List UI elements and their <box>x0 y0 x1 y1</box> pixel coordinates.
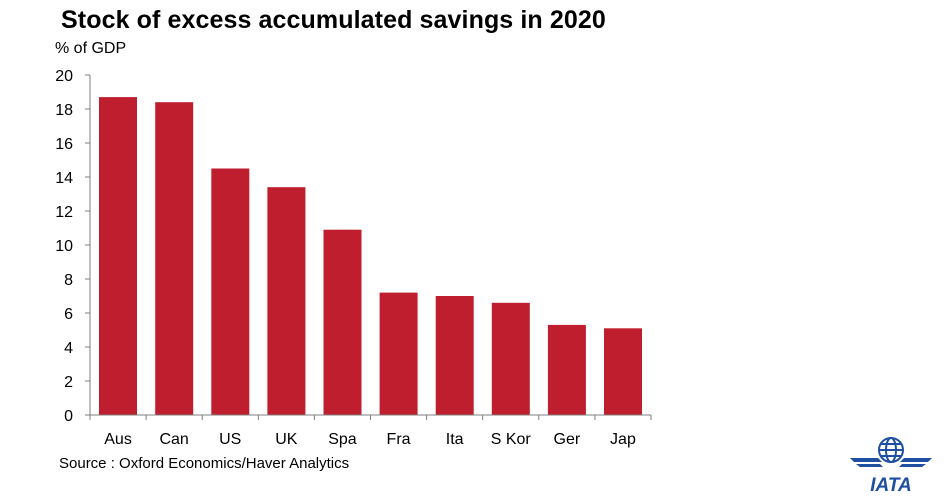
y-tick-label: 4 <box>64 340 73 357</box>
y-axis-label: % of GDP <box>55 40 127 57</box>
y-tick-label: 2 <box>64 374 73 391</box>
x-tick-label: S Kor <box>491 431 532 448</box>
bar-spa <box>323 229 362 415</box>
y-tick-label: 18 <box>55 102 73 119</box>
x-tick-label: Can <box>159 431 188 448</box>
bar-aus <box>99 97 137 415</box>
bar-fra <box>379 292 418 415</box>
source-note: Source : Oxford Economics/Haver Analytic… <box>59 455 350 472</box>
y-tick-label: 12 <box>55 204 73 221</box>
x-tick-label: Ita <box>446 431 464 448</box>
bar-us <box>211 168 250 415</box>
iata-logo-text: IATA <box>870 475 912 494</box>
y-tick-label: 0 <box>64 408 73 425</box>
bar-jap <box>604 328 642 415</box>
x-tick-label: Spa <box>328 431 357 448</box>
y-tick-label: 14 <box>55 170 73 187</box>
x-tick-label: US <box>219 431 241 448</box>
bar-s-kor <box>491 302 530 415</box>
y-tick-label: 6 <box>64 306 73 323</box>
x-tick-label: Aus <box>104 431 132 448</box>
bar-can <box>155 102 194 415</box>
bar-ger <box>547 324 586 415</box>
bar-ita <box>435 296 474 415</box>
y-tick-label: 10 <box>55 238 73 255</box>
y-tick-label: 16 <box>55 136 73 153</box>
x-tick-label: UK <box>275 431 298 448</box>
x-tick-label: Jap <box>610 431 636 448</box>
iata-globe-icon <box>878 437 904 463</box>
y-tick-label: 20 <box>55 68 73 85</box>
bar-uk <box>267 187 306 415</box>
iata-logo: IATA <box>850 437 932 494</box>
x-tick-label: Ger <box>554 431 581 448</box>
chart-title: Stock of excess accumulated savings in 2… <box>61 6 606 34</box>
x-tick-label: Fra <box>387 431 411 448</box>
iata-wings-icon <box>850 458 932 467</box>
y-tick-label: 8 <box>64 272 73 289</box>
